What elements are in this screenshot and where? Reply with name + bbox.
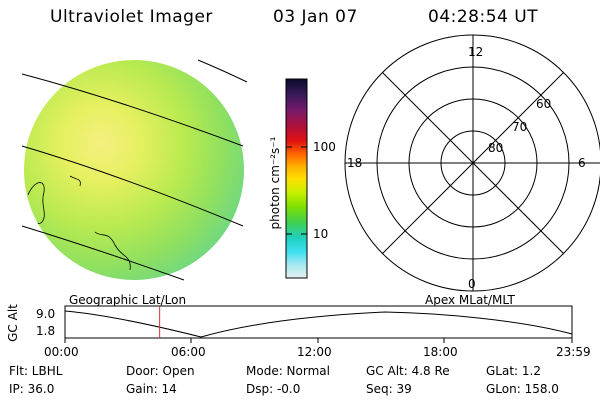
orbit-right-title: Apex MLat/MLT [425, 293, 515, 307]
mlt-label-0: 0 [468, 277, 476, 291]
mode-info: Mode: Normal [246, 364, 330, 378]
mlat-label-60: 60 [536, 97, 552, 111]
seq-info: Seq: 39 [366, 382, 412, 396]
image-time: 04:28:54 UT [428, 7, 539, 27]
coastline [69, 175, 81, 187]
ip-info: IP: 36.0 [9, 382, 55, 396]
dsp-info: Dsp: -0.0 [246, 382, 301, 396]
mlat-label-80: 80 [488, 141, 504, 155]
glon-info: GLon: 158.0 [486, 382, 559, 396]
orbit-left-title: Geographic Lat/Lon [69, 293, 187, 307]
colorbar-tick-10: 10 [313, 227, 329, 241]
polar-grid [344, 34, 600, 292]
orbit-altitude-panel [64, 305, 573, 343]
orbit-x-tick: 00:00 [44, 345, 79, 359]
mlat-label-70: 70 [512, 120, 528, 134]
orbit-x-tick: 12:00 [297, 345, 332, 359]
colorbar [286, 79, 307, 278]
instrument-title: Ultraviolet Imager [50, 7, 213, 27]
mlt-label-12: 12 [468, 45, 484, 59]
colorbar-tick-100: 100 [313, 140, 336, 154]
orbit-x-tick: 18:00 [423, 345, 458, 359]
filter-info: Flt: LBHL [9, 364, 63, 378]
door-info: Door: Open [126, 364, 195, 378]
globe-lat-lines [21, 59, 248, 281]
colorbar-unit-label: photon cm⁻²s⁻¹ [268, 136, 282, 230]
gc-alt-info: GC Alt: 4.8 Re [366, 364, 450, 378]
gain-info: Gain: 14 [126, 382, 177, 396]
orbit-x-tick: 23:59 [556, 345, 591, 359]
image-date: 03 Jan 07 [273, 7, 358, 27]
glat-info: GLat: 1.2 [486, 364, 541, 378]
orbit-y-label: GC Alt [6, 304, 20, 342]
mlt-label-18: 18 [347, 156, 363, 170]
orbit-x-tick: 06:00 [171, 345, 206, 359]
uv-globe-image [24, 60, 244, 280]
orbit-y-tick-min: 1.8 [36, 324, 56, 338]
orbit-y-tick-max: 9.0 [36, 307, 56, 321]
mlt-label-6: 6 [578, 156, 586, 170]
